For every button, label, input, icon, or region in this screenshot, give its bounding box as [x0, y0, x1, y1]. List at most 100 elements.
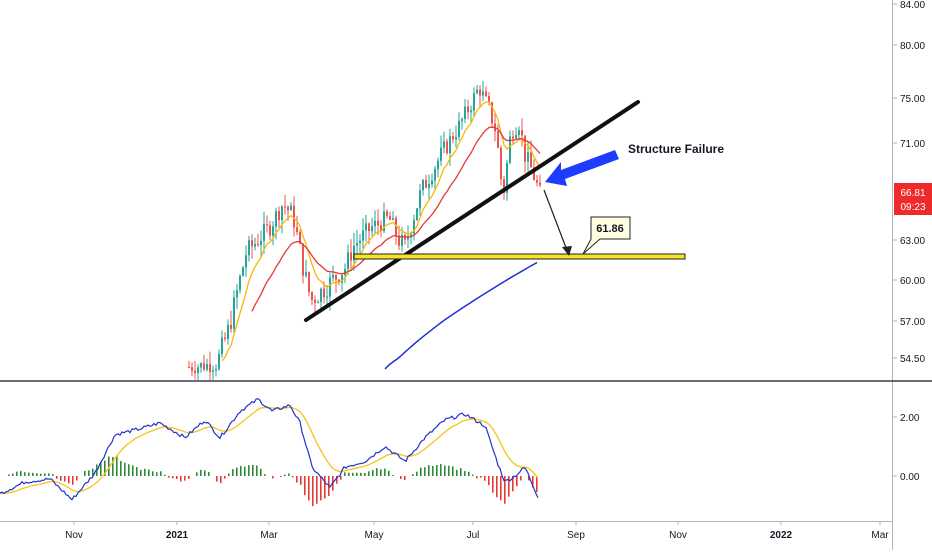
histogram-bar	[444, 465, 446, 476]
ema-slow-line	[384, 261, 538, 370]
histogram-bar	[92, 468, 94, 476]
candle-body	[521, 130, 523, 136]
histogram-bar	[156, 472, 158, 476]
histogram-bar	[428, 465, 430, 476]
histogram-bar	[68, 476, 70, 484]
histogram-bar	[144, 468, 146, 476]
candle-body	[197, 367, 199, 374]
candle-body	[287, 206, 289, 211]
histogram-bar	[508, 476, 510, 497]
candle-body	[335, 275, 337, 280]
candle-body	[530, 152, 532, 168]
candle-body	[401, 235, 403, 246]
candle-body	[518, 130, 520, 136]
candle-body	[338, 279, 340, 283]
histogram-bar	[36, 473, 38, 476]
histogram-bar	[72, 476, 74, 485]
candle-body	[389, 215, 391, 220]
price-tick-label: 60.00	[900, 276, 925, 287]
countdown-timer: 09:23	[900, 202, 925, 213]
time-tick-label: 2022	[770, 530, 793, 541]
candle-body	[359, 240, 361, 244]
candle-body	[536, 179, 538, 183]
candle-body	[326, 296, 328, 298]
price-tick-label: 54.50	[900, 354, 925, 365]
trendline[interactable]	[304, 100, 640, 322]
candle-body	[224, 337, 226, 340]
target-zone[interactable]	[353, 253, 686, 260]
candle-body	[293, 205, 295, 228]
candle-body	[215, 368, 217, 371]
histogram-bar	[168, 476, 170, 478]
histogram-bar	[236, 467, 238, 476]
candle-body	[383, 211, 385, 232]
histogram-bar	[432, 465, 434, 476]
histogram-bar	[296, 476, 298, 483]
candle-body	[347, 252, 349, 269]
candle-body	[374, 220, 376, 227]
candle-body	[212, 370, 214, 372]
candle-body	[314, 299, 316, 303]
histogram-bar	[288, 473, 290, 476]
time-axis[interactable]: Nov 2021 Mar May Jul Sep Nov 2022 Mar	[65, 521, 889, 541]
projection-arrow	[543, 189, 569, 254]
histogram-bar	[336, 476, 338, 484]
moving-average-layer	[221, 101, 541, 362]
histogram-bar	[280, 476, 282, 478]
candle-body	[239, 275, 241, 291]
candle-body	[452, 136, 454, 140]
histogram-bar	[232, 469, 234, 476]
histogram-bar	[460, 468, 462, 476]
histogram-bar	[384, 468, 386, 476]
histogram-bar	[468, 471, 470, 476]
candle-body	[323, 288, 325, 298]
histogram-bar	[52, 474, 54, 476]
histogram-bar	[472, 474, 474, 476]
histogram-bar	[112, 457, 114, 476]
histogram-bar	[124, 462, 126, 476]
candle-body	[305, 272, 307, 276]
candle-body	[272, 226, 274, 236]
candle-body	[278, 211, 280, 221]
histogram-bar	[20, 471, 22, 476]
candle-body	[230, 324, 232, 329]
candle-body	[194, 370, 196, 374]
indicator-axis: 2.00 0.00	[892, 413, 920, 483]
histogram-bar	[8, 474, 10, 476]
histogram-bar	[388, 470, 390, 476]
candle-body	[395, 217, 397, 236]
candle-body	[419, 190, 421, 209]
candle-body	[416, 208, 418, 221]
candle-body	[251, 240, 253, 247]
candle-body	[386, 211, 388, 216]
histogram-bar	[420, 467, 422, 476]
projection-arrowhead	[562, 246, 572, 256]
histogram-bar	[492, 476, 494, 493]
candle-body	[368, 223, 370, 232]
time-tick-label: 2021	[166, 530, 189, 541]
candle-body	[242, 267, 244, 276]
histogram-bar	[308, 476, 310, 501]
structure-failure-label: Structure Failure	[628, 142, 724, 156]
candle-body	[284, 206, 286, 208]
candle-body	[257, 243, 259, 246]
histogram-bar	[356, 472, 358, 476]
histogram-bar	[44, 473, 46, 476]
histogram-bar	[312, 476, 314, 507]
target-callout[interactable]	[582, 216, 631, 255]
candle-body	[380, 225, 382, 232]
candle-body	[425, 180, 427, 188]
histogram-bar	[340, 476, 342, 480]
candle-body	[308, 272, 310, 293]
histogram-bar	[208, 471, 210, 476]
target-value-label: 61.86	[596, 223, 624, 235]
candle-body	[263, 224, 265, 241]
price-axis[interactable]: 84.00 80.00 75.00 71.00 63.00 60.00 57.00 54.50	[892, 0, 925, 365]
price-tick-label: 71.00	[900, 139, 925, 150]
candle-body	[392, 217, 394, 220]
candle-body	[254, 243, 256, 247]
histogram-bar	[536, 476, 538, 493]
candle-body	[200, 363, 202, 368]
